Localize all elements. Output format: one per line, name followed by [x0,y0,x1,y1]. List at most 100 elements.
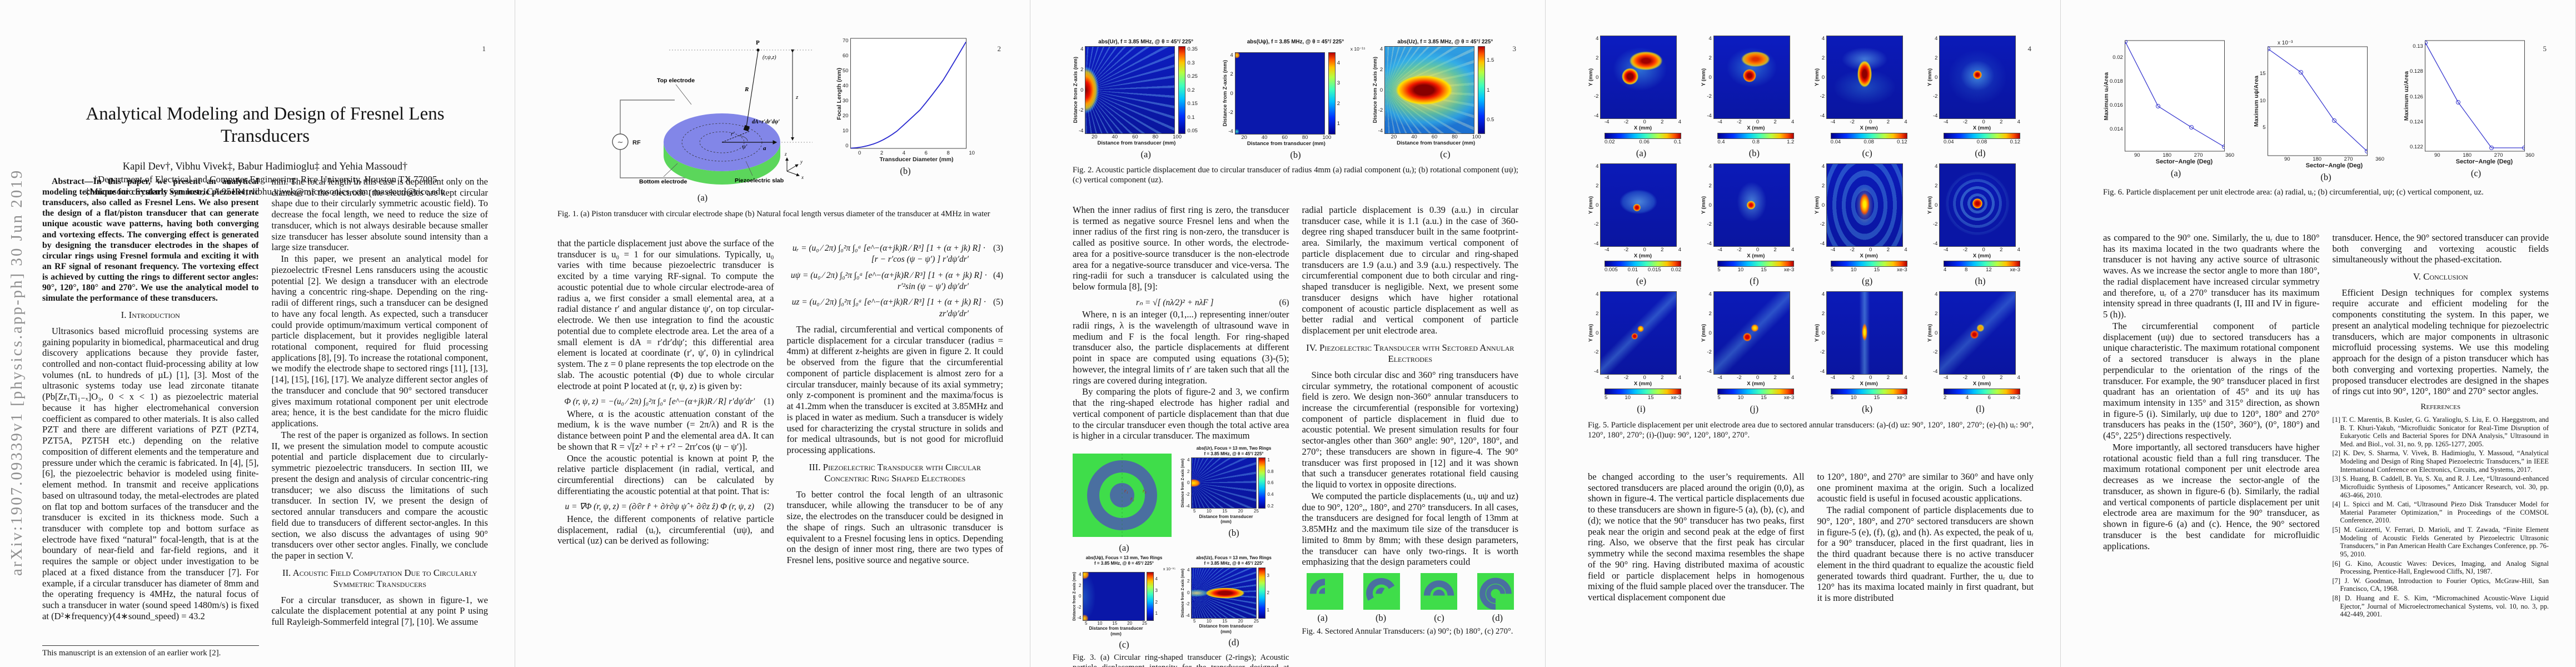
tick-label: 4 [1708,163,1712,170]
tick-label: -2 [1077,604,1082,610]
tick-label: -4 [1605,119,1610,125]
paragraph: as compared to the 90° one. Similarly, t… [2103,232,2320,320]
tick-label: 180 [2463,152,2472,158]
tick-label: 2 [1596,54,1599,61]
tick-label: 0 [1643,119,1646,125]
tick-label: 5 [1717,267,1721,273]
tick-label: 2 [1230,71,1233,78]
tick-label: 0.02 [1671,267,1682,273]
page3-right-column: radial particle displacement is 0.39 (a.… [1302,205,1519,657]
figure-4: (a) (b) (c) (d) Fig. 4. Sectored Annular… [1302,573,1519,636]
x-tick-labels: 90 180 270 360 [2284,156,2384,162]
tick-label: -2 [1737,375,1742,381]
tick-label: 2 [1935,54,1938,61]
tick-label: -2 [1623,247,1629,253]
paragraph: Efficient Design techniques for complex … [2332,287,2549,397]
P-label: P [756,39,760,46]
colorbar [1830,261,1907,267]
figure-3c: abs(Uψ), Focus = 13 mm, Two Rings f = 3.8… [1073,555,1175,650]
tick-label: 0 [1187,590,1190,595]
figure-3d: abs(Uz), Focus = 13 mm, Two Rings f = 3.8… [1181,555,1287,650]
tick-label: 360 [2225,152,2234,158]
figure-5-panel: Y (mm) 4 2 0 -2 -4 -4 -2 0 2 4 X (mm) 4 8 12 xe-3 (… [1927,163,2034,287]
subfigure-label: (f) [1750,276,1759,286]
page-3: 3 abs(Ur), f = 3.85 MHz, @ θ = 45°/ 225°… [1030,0,1546,667]
tick-label: 4 [1379,46,1383,52]
figure-3a: r₁ r₂ r₃ (a) [1073,446,1175,553]
tick-label: 25 [1254,618,1259,624]
tick-label: 2 [1337,100,1341,107]
tick-label: -4 [1077,615,1082,621]
figure-6: Maximum uᵣ/Area 0.02 0.018 0.016 0.014 90 18… [2103,40,2549,197]
plot-box [2267,46,2368,156]
subfigure-label: (g) [1862,276,1873,286]
tick-label: 0.13 [2413,43,2423,49]
panel-subtitle: f = 3.85 MHz, @ θ = 45°/ 225° [1204,451,1264,456]
y-tick-labels: 0.02 0.018 0.016 0.014 [2110,40,2125,151]
y-tick-labels: 4 2 0 -2 -4 [1185,457,1191,509]
inner-sector-90 [1318,588,1325,594]
subfigure-label: (k) [1862,404,1873,414]
colorbar-ticks: 0.005 0.01 0.015 0.02 [1605,267,1681,273]
tick-label: 360 [2525,152,2534,158]
subfigure-label: (c) [2470,168,2482,178]
line-series [2425,42,2524,148]
sector-270-tile [1477,573,1514,610]
subfigure-label: (d) [1228,637,1239,648]
arxiv-watermark: arXiv:1907.09339v1 [physics.app-ph] 30 J… [8,168,26,576]
tick-label: 2 [880,150,884,156]
subfigure-label: (j) [1750,404,1759,414]
tick-label: -4 [1932,369,1938,375]
reference-item: [4] L. Spicci and M. Cati, “Ultrasound P… [2332,500,2549,525]
tick-label: -4 [1594,369,1599,375]
tick-label: 4 [1187,567,1190,573]
tick-label: -2 [1820,221,1825,228]
tick-label: 0.8 [1267,469,1274,474]
tick-label: 90 [2134,152,2140,158]
page-number: 1 [482,44,486,53]
figure-2c: abs(Uz), f = 3.85 MHz, @ θ = 45°/ 225° D… [1372,39,1518,161]
colorbar [1258,567,1266,619]
data-point [2267,47,2270,51]
tick-label: 0.122 [2410,144,2423,150]
tick-label: 180 [2313,156,2322,162]
y-axis-label: Maximum uψ/Area [2253,76,2260,127]
colorbar [1178,46,1186,134]
page-number: 2 [997,44,1001,53]
tick-label: 0 [1079,594,1082,599]
tick-label: 80 [1302,135,1308,141]
plot-box [2124,40,2225,152]
tick-label: 0 [1708,330,1712,336]
tick-label: 4 [1935,291,1938,297]
y-axis-label: Distance from Z-axis (mm) [1181,459,1185,508]
page2-columns: that the particle displacement just abov… [557,238,1003,645]
tick-label: 0.5 [1487,117,1494,123]
section-heading-4: IV. Piezoelectric Transducer with Sector… [1306,342,1514,365]
x-tick-labels: -4 -2 0 2 4 [1944,119,2020,125]
figure-5-panel: Y (mm) 4 2 0 -2 -4 -4 -2 0 2 4 X (mm) 0.02 0.06 0.… [1588,36,1695,159]
tick-label: -4 [1717,119,1722,125]
tick-label: 4 [1904,375,1907,381]
sector-90-tile [1306,573,1343,610]
tick-label: -2 [1594,93,1599,100]
tick-label: xe-3 [1897,267,1907,273]
paragraph: More importantly, all sectored transduce… [2103,441,2320,551]
figure-2b: abs(Uψ), f = 3.85 MHz, @ θ = 45°/ 225° x… [1222,39,1368,161]
y-axis-label: Y (mm) [1813,196,1820,215]
tick-label: 20 [1238,618,1243,624]
tick-label: 2 [1155,599,1158,605]
tick-label: -2 [1623,119,1629,125]
tick-label: -4 [1707,241,1712,247]
tick-label: -4 [1605,247,1610,253]
axis-x [786,171,800,177]
tick-label: xe-3 [1783,395,1795,401]
tick-label: -4 [1943,119,1949,125]
section-heading-3: III. Piezoelectric Transducer with Circu… [809,461,981,484]
tick-label: -2 [1594,349,1599,356]
tick-label: 2 [1661,375,1664,381]
tick-label: 100 [1173,134,1182,140]
y-tick-labels: 4 2 0 -2 -4 [1820,163,1826,247]
tick-label: 1.5 [1487,57,1494,63]
tick-label: 10 [2260,97,2266,104]
y-tick-labels: 4 2 0 -2 -4 [1707,163,1713,247]
